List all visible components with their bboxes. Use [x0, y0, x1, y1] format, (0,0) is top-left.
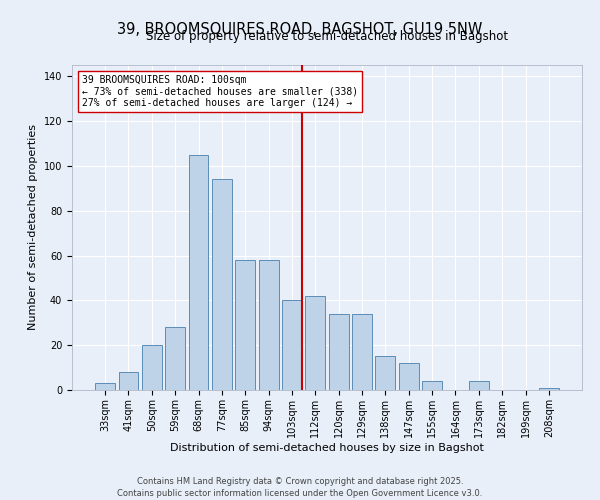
- Bar: [212, 180, 232, 390]
- Bar: [142, 345, 162, 390]
- Bar: [376, 356, 395, 390]
- Text: 39 BROOMSQUIRES ROAD: 100sqm
← 73% of semi-detached houses are smaller (338)
27%: 39 BROOMSQUIRES ROAD: 100sqm ← 73% of se…: [82, 74, 358, 108]
- X-axis label: Distribution of semi-detached houses by size in Bagshot: Distribution of semi-detached houses by …: [170, 442, 484, 452]
- Bar: [422, 381, 442, 390]
- Bar: [469, 381, 489, 390]
- Text: Contains HM Land Registry data © Crown copyright and database right 2025.: Contains HM Land Registry data © Crown c…: [137, 478, 463, 486]
- Bar: [399, 363, 419, 390]
- Y-axis label: Number of semi-detached properties: Number of semi-detached properties: [28, 124, 38, 330]
- Text: Contains public sector information licensed under the Open Government Licence v3: Contains public sector information licen…: [118, 489, 482, 498]
- Text: 39, BROOMSQUIRES ROAD, BAGSHOT, GU19 5NW: 39, BROOMSQUIRES ROAD, BAGSHOT, GU19 5NW: [118, 22, 482, 38]
- Bar: [305, 296, 325, 390]
- Bar: [259, 260, 278, 390]
- Title: Size of property relative to semi-detached houses in Bagshot: Size of property relative to semi-detach…: [146, 30, 508, 43]
- Bar: [119, 372, 139, 390]
- Bar: [235, 260, 255, 390]
- Bar: [188, 154, 208, 390]
- Bar: [539, 388, 559, 390]
- Bar: [352, 314, 372, 390]
- Bar: [165, 327, 185, 390]
- Bar: [329, 314, 349, 390]
- Bar: [282, 300, 302, 390]
- Bar: [95, 384, 115, 390]
